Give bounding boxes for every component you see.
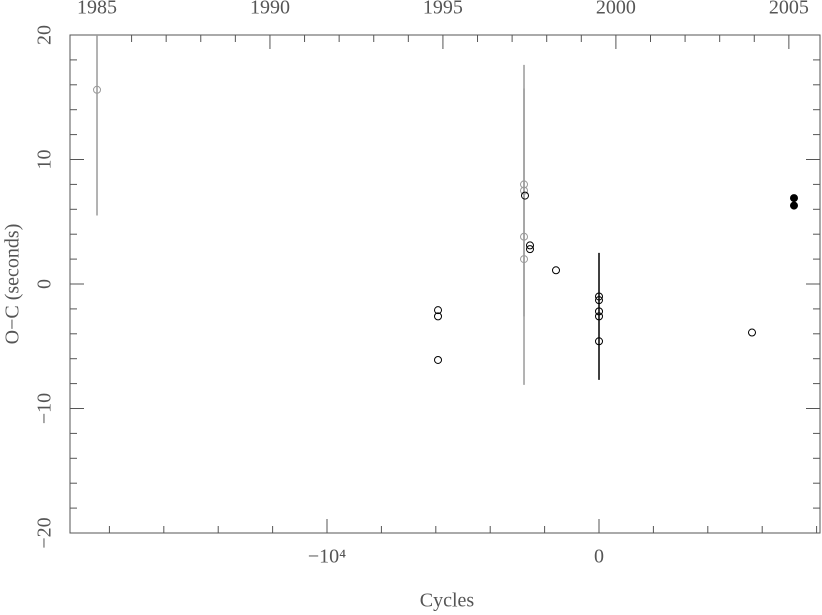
data-point (434, 312, 443, 321)
y-tick-label: −10 (34, 393, 56, 424)
x-axis-label: Cycles (420, 590, 475, 612)
data-point (520, 255, 529, 264)
x2-tick-label: 2000 (596, 0, 636, 19)
y-axis-label: O−C (seconds) (2, 224, 24, 345)
x-tick-label: −10⁴ (308, 546, 346, 568)
data-point (525, 241, 534, 250)
x2-tick-label: 1995 (423, 0, 463, 19)
x2-tick-label: 1985 (77, 0, 117, 19)
data-point (748, 328, 757, 337)
data-point (520, 232, 529, 241)
data-point (93, 85, 102, 94)
data-point (434, 306, 443, 315)
x2-tick-label: 1990 (250, 0, 290, 19)
data-point (595, 337, 604, 346)
y-tick-label: 10 (34, 150, 56, 170)
data-point (595, 312, 604, 321)
data-point (434, 355, 443, 364)
x-tick-label: 0 (594, 546, 604, 568)
x2-tick-label: 2005 (769, 0, 809, 19)
data-point (525, 245, 534, 254)
plot-frame (69, 34, 821, 534)
data-point (789, 194, 798, 203)
y-tick-label: −20 (34, 517, 56, 548)
data-point (789, 201, 798, 210)
data-point (520, 191, 529, 200)
y-tick-label: 20 (34, 25, 56, 45)
y-tick-label: 0 (34, 279, 56, 289)
data-point (552, 266, 561, 275)
